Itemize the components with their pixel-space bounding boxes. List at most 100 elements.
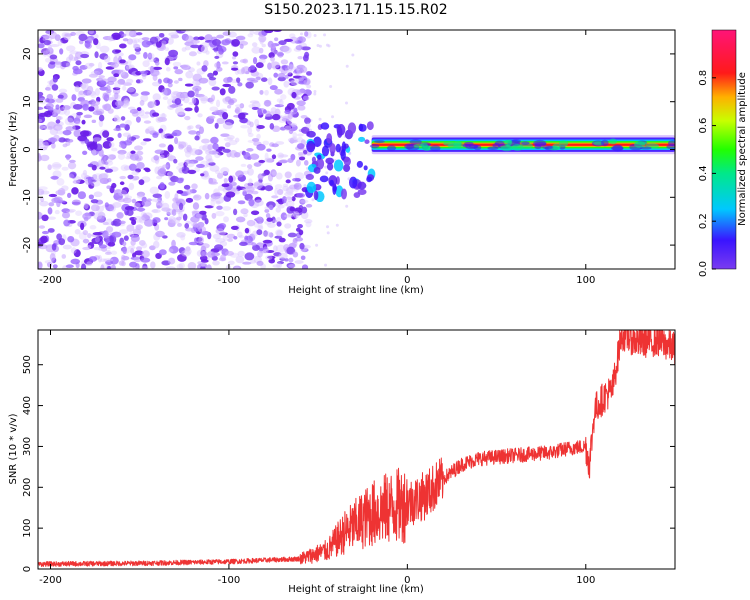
noise-blob bbox=[83, 202, 89, 210]
noise-blob bbox=[54, 209, 60, 215]
noise-blob bbox=[120, 116, 126, 121]
noise-blob bbox=[76, 111, 83, 116]
noise-blob bbox=[139, 70, 149, 74]
noise-blob bbox=[210, 94, 216, 102]
noise-blob bbox=[74, 85, 80, 93]
noise-blob bbox=[157, 116, 168, 122]
noise-blob bbox=[136, 191, 146, 197]
noise-blob bbox=[196, 61, 201, 66]
noise-blob bbox=[214, 62, 222, 69]
noise-blob bbox=[165, 266, 176, 269]
noise-blob bbox=[275, 206, 281, 213]
noise-blob bbox=[171, 208, 177, 216]
noise-blob bbox=[283, 38, 294, 43]
noise-blob bbox=[98, 244, 108, 249]
noise-blob bbox=[152, 112, 160, 117]
noise-blob bbox=[129, 153, 139, 161]
noise-blob bbox=[257, 108, 262, 116]
noise-blob bbox=[195, 81, 201, 86]
noise-blob bbox=[132, 175, 140, 181]
noise-blob bbox=[112, 117, 118, 122]
noise-blob bbox=[126, 224, 135, 232]
noise-blob bbox=[199, 210, 207, 215]
noise-blob bbox=[52, 264, 58, 269]
noise-blob bbox=[296, 100, 306, 106]
noise-blob bbox=[216, 172, 224, 179]
noise-blob bbox=[186, 144, 192, 153]
noise-blob bbox=[218, 223, 227, 229]
noise-blob bbox=[335, 223, 339, 227]
noise-blob bbox=[56, 116, 62, 121]
noise-blob bbox=[284, 223, 292, 229]
noise-blob bbox=[151, 100, 157, 108]
noise-blob bbox=[228, 175, 234, 183]
noise-blob bbox=[318, 44, 322, 48]
noise-blob bbox=[118, 260, 125, 266]
noise-blob bbox=[213, 192, 223, 197]
noise-blob bbox=[264, 116, 273, 120]
noise-blob bbox=[55, 119, 61, 124]
noise-blob bbox=[287, 232, 297, 238]
noise-blob bbox=[185, 160, 195, 168]
noise-blob bbox=[84, 138, 90, 145]
colorbar-tick-label: 0.2 bbox=[698, 213, 709, 229]
noise-blob bbox=[131, 219, 137, 226]
noise-blob bbox=[289, 82, 297, 86]
noise-blob bbox=[108, 154, 116, 160]
noise-blob bbox=[135, 51, 141, 55]
noise-blob bbox=[229, 150, 238, 158]
noise-blob bbox=[140, 114, 150, 119]
noise-blob bbox=[274, 235, 283, 239]
noise-blob bbox=[295, 159, 301, 167]
noise-blob bbox=[137, 194, 144, 199]
noise-blob bbox=[249, 30, 254, 36]
noise-blob bbox=[227, 238, 234, 242]
noise-blob bbox=[190, 216, 200, 223]
noise-blob bbox=[38, 95, 45, 102]
noise-blob bbox=[82, 238, 90, 244]
noise-blob bbox=[143, 218, 154, 227]
noise-blob bbox=[212, 260, 220, 266]
noise-blob bbox=[90, 204, 100, 212]
noise-blob bbox=[198, 126, 205, 135]
transition-blob bbox=[347, 122, 357, 135]
noise-blob bbox=[122, 132, 132, 138]
noise-blob bbox=[181, 64, 190, 69]
noise-blob bbox=[159, 167, 167, 175]
noise-blob bbox=[92, 137, 102, 142]
noise-blob bbox=[211, 39, 222, 46]
noise-blob bbox=[62, 105, 71, 111]
noise-blob bbox=[277, 72, 286, 78]
noise-blob bbox=[104, 251, 112, 255]
noise-blob bbox=[292, 132, 298, 139]
noise-blob bbox=[300, 32, 304, 36]
noise-blob bbox=[277, 261, 284, 265]
noise-blob bbox=[48, 193, 58, 198]
noise-blob bbox=[190, 39, 200, 44]
noise-blob bbox=[103, 172, 109, 179]
noise-blob bbox=[104, 168, 114, 173]
noise-blob bbox=[191, 183, 198, 190]
noise-blob bbox=[40, 47, 50, 55]
noise-blob bbox=[171, 132, 178, 137]
noise-blob bbox=[222, 234, 228, 242]
noise-blob bbox=[157, 196, 162, 203]
noise-blob bbox=[234, 191, 240, 195]
signal-blob bbox=[666, 144, 675, 150]
noise-blob bbox=[200, 45, 209, 54]
noise-blob bbox=[274, 104, 284, 108]
noise-blob bbox=[205, 154, 213, 162]
noise-blob bbox=[194, 87, 199, 96]
noise-blob bbox=[117, 149, 127, 155]
noise-blob bbox=[226, 135, 235, 140]
noise-blob bbox=[167, 98, 172, 106]
noise-blob bbox=[49, 253, 56, 262]
y-tick-label: 200 bbox=[22, 478, 33, 497]
colorbar-tick-label: 0.4 bbox=[698, 165, 709, 181]
noise-blob bbox=[164, 57, 170, 66]
noise-blob bbox=[297, 223, 303, 229]
noise-blob bbox=[38, 118, 43, 123]
noise-blob bbox=[38, 211, 43, 220]
noise-blob bbox=[82, 229, 89, 236]
